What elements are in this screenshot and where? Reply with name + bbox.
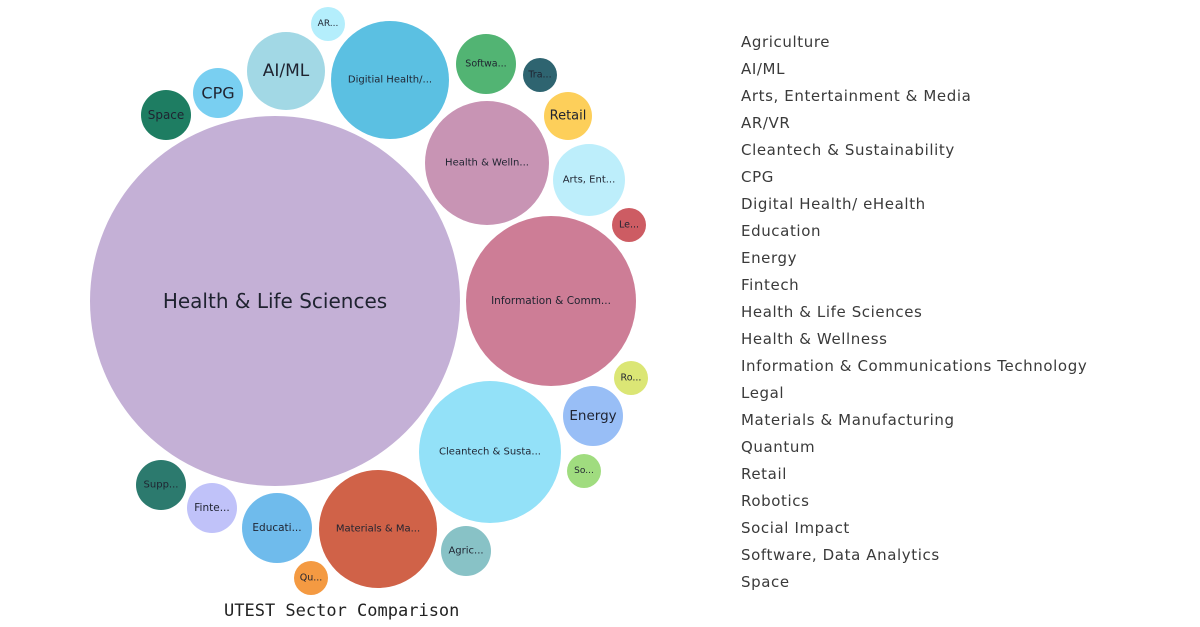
bubble-arts-ent[interactable] bbox=[553, 144, 625, 216]
legend-item[interactable]: Retail bbox=[741, 465, 787, 483]
bubble-health-welln[interactable] bbox=[425, 101, 549, 225]
chart-title: UTEST Sector Comparison bbox=[224, 601, 460, 621]
legend-item[interactable]: Software, Data Analytics bbox=[741, 546, 940, 564]
bubble-label-softwa: Softwa... bbox=[465, 59, 506, 70]
legend-item[interactable]: Digital Health/ eHealth bbox=[741, 195, 926, 213]
bubble-ar[interactable] bbox=[311, 7, 345, 41]
bubble-label-retail: Retail bbox=[550, 109, 587, 124]
bubble-softwa[interactable] bbox=[456, 34, 516, 94]
legend-item[interactable]: Social Impact bbox=[741, 519, 850, 537]
legend-item[interactable]: Education bbox=[741, 222, 822, 240]
bubble-tra[interactable] bbox=[523, 58, 557, 92]
bubble-ai-ml[interactable] bbox=[247, 32, 325, 110]
bubble-so[interactable] bbox=[567, 454, 601, 488]
bubble-educati[interactable] bbox=[242, 493, 312, 563]
bubble-digitial-health[interactable] bbox=[331, 21, 449, 139]
bubble-label-supp: Supp... bbox=[144, 480, 179, 491]
bubble-label-information-comm: Information & Comm... bbox=[491, 295, 611, 307]
bubble-label-educati: Educati... bbox=[252, 522, 301, 534]
bubble-health-life-sciences[interactable] bbox=[90, 116, 460, 486]
legend-item[interactable]: Materials & Manufacturing bbox=[741, 411, 955, 429]
bubble-label-health-welln: Health & Welln... bbox=[445, 158, 529, 169]
bubble-label-materials-ma: Materials & Ma... bbox=[336, 524, 420, 535]
legend-item[interactable]: Information & Communications Technology bbox=[741, 357, 1088, 375]
bubble-cleantech-susta[interactable] bbox=[419, 381, 561, 523]
bubble-qu[interactable] bbox=[294, 561, 328, 595]
bubble-label-health-life-sciences: Health & Life Sciences bbox=[163, 289, 387, 313]
legend-item[interactable]: Health & Wellness bbox=[741, 330, 888, 348]
bubble-agric[interactable] bbox=[441, 526, 491, 576]
legend-item[interactable]: Agriculture bbox=[741, 33, 831, 51]
bubble-label-cleantech-susta: Cleantech & Susta... bbox=[439, 447, 541, 458]
bubble-energy[interactable] bbox=[563, 386, 623, 446]
bubble-le[interactable] bbox=[612, 208, 646, 242]
bubble-label-qu: Qu... bbox=[300, 573, 323, 584]
legend-item[interactable]: Legal bbox=[741, 384, 785, 402]
legend-item[interactable]: AI/ML bbox=[741, 60, 786, 78]
bubble-label-ro: Ro... bbox=[621, 373, 642, 384]
bubble-label-arts-ent: Arts, Ent... bbox=[563, 175, 616, 186]
bubble-label-agric: Agric... bbox=[448, 546, 483, 557]
legend-item[interactable]: AR/VR bbox=[741, 114, 791, 132]
legend-item[interactable]: Health & Life Sciences bbox=[741, 303, 923, 321]
legend-item[interactable]: Space bbox=[741, 573, 790, 591]
bubble-label-le: Le... bbox=[619, 220, 639, 231]
bubble-label-ar: AR... bbox=[318, 19, 339, 29]
bubble-label-space: Space bbox=[148, 108, 185, 122]
bubble-label-digitial-health: Digitial Health/... bbox=[348, 75, 432, 86]
bubble-label-ai-ml: AI/ML bbox=[263, 61, 310, 81]
bubble-label-so: So... bbox=[574, 466, 594, 476]
bubble-label-energy: Energy bbox=[569, 408, 616, 424]
bubble-retail[interactable] bbox=[544, 92, 592, 140]
legend-item[interactable]: Fintech bbox=[741, 276, 800, 294]
legend-item[interactable]: Robotics bbox=[741, 492, 810, 510]
bubble-label-cpg: CPG bbox=[201, 84, 234, 103]
bubble-supp[interactable] bbox=[136, 460, 186, 510]
bubble-cpg[interactable] bbox=[193, 68, 243, 118]
legend-item[interactable]: CPG bbox=[741, 168, 774, 186]
bubble-label-finte: Finte... bbox=[194, 502, 229, 514]
bubble-label-tra: Tra... bbox=[527, 70, 551, 81]
legend-item[interactable]: Quantum bbox=[741, 438, 816, 456]
bubble-space[interactable] bbox=[141, 90, 191, 140]
legend-item[interactable]: Cleantech & Sustainability bbox=[741, 141, 955, 159]
legend-item[interactable]: Energy bbox=[741, 249, 798, 267]
legend-item[interactable]: Arts, Entertainment & Media bbox=[741, 87, 972, 105]
bubble-information-comm[interactable] bbox=[466, 216, 636, 386]
bubble-materials-ma[interactable] bbox=[319, 470, 437, 588]
bubble-chart: Health & Life Sciences Information & Comm… bbox=[90, 7, 648, 595]
bubble-finte[interactable] bbox=[187, 483, 237, 533]
legend: Agriculture AI/ML Arts, Entertainment & Me… bbox=[741, 31, 1087, 598]
bubble-ro[interactable] bbox=[614, 361, 648, 395]
